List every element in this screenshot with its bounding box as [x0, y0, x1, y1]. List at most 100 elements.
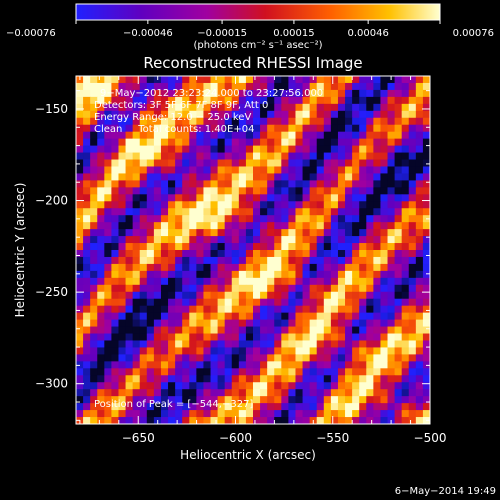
heatmap-cell	[408, 194, 417, 202]
heatmap-cell	[394, 173, 403, 181]
heatmap-cell	[380, 250, 389, 258]
heatmap-cell	[153, 110, 162, 119]
heatmap-cell	[415, 389, 424, 397]
heatmap-cell	[83, 159, 91, 167]
heatmap-cell	[231, 152, 240, 161]
heatmap-cell	[83, 201, 91, 209]
heatmap-cell	[146, 396, 155, 404]
heatmap-cell	[90, 403, 98, 411]
heatmap-cell	[401, 124, 410, 133]
heatmap-cell	[316, 340, 325, 348]
heatmap-cell	[245, 375, 254, 383]
heatmap-cell	[175, 229, 183, 237]
heatmap-cell	[238, 410, 247, 418]
heatmap-cell	[83, 277, 91, 286]
heatmap-cell	[352, 131, 360, 140]
heatmap-cell	[309, 340, 318, 348]
heatmap-cell	[394, 201, 403, 209]
heatmap-cell	[139, 76, 148, 84]
heatmap-cell	[337, 159, 346, 167]
heatmap-cell	[111, 96, 119, 105]
heatmap-cell	[245, 382, 254, 390]
heatmap-cell	[401, 361, 410, 369]
heatmap-cell	[125, 312, 134, 321]
heatmap-cell	[196, 159, 204, 167]
heatmap-cell	[217, 410, 226, 418]
heatmap-cell	[323, 319, 332, 328]
heatmap-cell	[415, 305, 424, 314]
heatmap-cell	[153, 312, 162, 321]
heatmap-cell	[217, 326, 226, 335]
heatmap-cell	[76, 347, 84, 355]
heatmap-cell	[401, 403, 410, 411]
heatmap-cell	[387, 389, 396, 397]
heatmap-cell	[175, 382, 183, 390]
heatmap-cell	[245, 389, 254, 397]
heatmap-cell	[260, 96, 268, 105]
heatmap-cell	[337, 326, 346, 335]
heatmap-cell	[125, 229, 134, 237]
heatmap-cell	[394, 103, 403, 112]
heatmap-cell	[345, 131, 353, 140]
heatmap-cell	[203, 208, 212, 216]
heatmap-cell	[168, 159, 176, 167]
heatmap-cell	[422, 76, 430, 84]
heatmap-cell	[274, 215, 282, 223]
annotation-energy-range: Energy Range: 12.0 − 25.0 keV	[94, 112, 251, 123]
heatmap-cell	[203, 110, 212, 119]
heatmap-cell	[118, 131, 127, 140]
heatmap-cell	[415, 103, 424, 112]
heatmap-cell	[373, 270, 381, 279]
heatmap-cell	[182, 215, 190, 223]
heatmap-cell	[281, 250, 289, 258]
heatmap-cell	[182, 236, 190, 244]
heatmap-cell	[253, 96, 261, 105]
heatmap-cell	[175, 236, 183, 244]
heatmap-cell	[97, 159, 105, 167]
heatmap-cell	[104, 166, 112, 174]
heatmap-cell	[168, 326, 176, 335]
heatmap-cell	[345, 389, 353, 397]
heatmap-cell	[153, 159, 162, 167]
heatmap-cell	[281, 187, 289, 195]
heatmap-cell	[217, 180, 226, 188]
heatmap-cell	[359, 256, 367, 265]
heatmap-cell	[302, 256, 311, 265]
heatmap-cell	[295, 277, 304, 286]
heatmap-cell	[330, 305, 339, 314]
heatmap-cell	[196, 96, 204, 105]
heatmap-cell	[76, 124, 84, 133]
heatmap-cell	[182, 326, 190, 335]
heatmap-cell	[83, 305, 91, 314]
heatmap-cell	[182, 277, 190, 286]
heatmap-cell	[316, 403, 325, 411]
heatmap-cell	[217, 96, 226, 105]
heatmap-cell	[373, 361, 381, 369]
heatmap-cell	[337, 82, 346, 91]
heatmap-cell	[224, 368, 233, 376]
heatmap-cell	[90, 215, 98, 223]
heatmap-cell	[359, 403, 367, 411]
heatmap-cell	[337, 340, 346, 348]
heatmap-cell	[189, 263, 197, 272]
heatmap-cell	[366, 222, 374, 230]
heatmap-cell	[274, 180, 282, 188]
heatmap-cell	[253, 340, 261, 348]
heatmap-cell	[76, 277, 84, 286]
heatmap-cell	[196, 236, 204, 244]
heatmap-cell	[316, 180, 325, 188]
heatmap-cell	[415, 82, 424, 91]
heatmap-cell	[196, 76, 204, 84]
heatmap-cell	[422, 340, 430, 348]
heatmap-cell	[352, 173, 360, 181]
heatmap-cell	[90, 270, 98, 279]
heatmap-cell	[323, 236, 332, 244]
heatmap-cell	[146, 89, 155, 98]
heatmap-cell	[380, 417, 389, 424]
heatmap-cell	[281, 389, 289, 397]
heatmap-cell	[104, 243, 112, 251]
heatmap-cell	[359, 124, 367, 133]
heatmap-cell	[217, 319, 226, 328]
heatmap-cell	[316, 152, 325, 161]
heatmap-cell	[203, 375, 212, 383]
